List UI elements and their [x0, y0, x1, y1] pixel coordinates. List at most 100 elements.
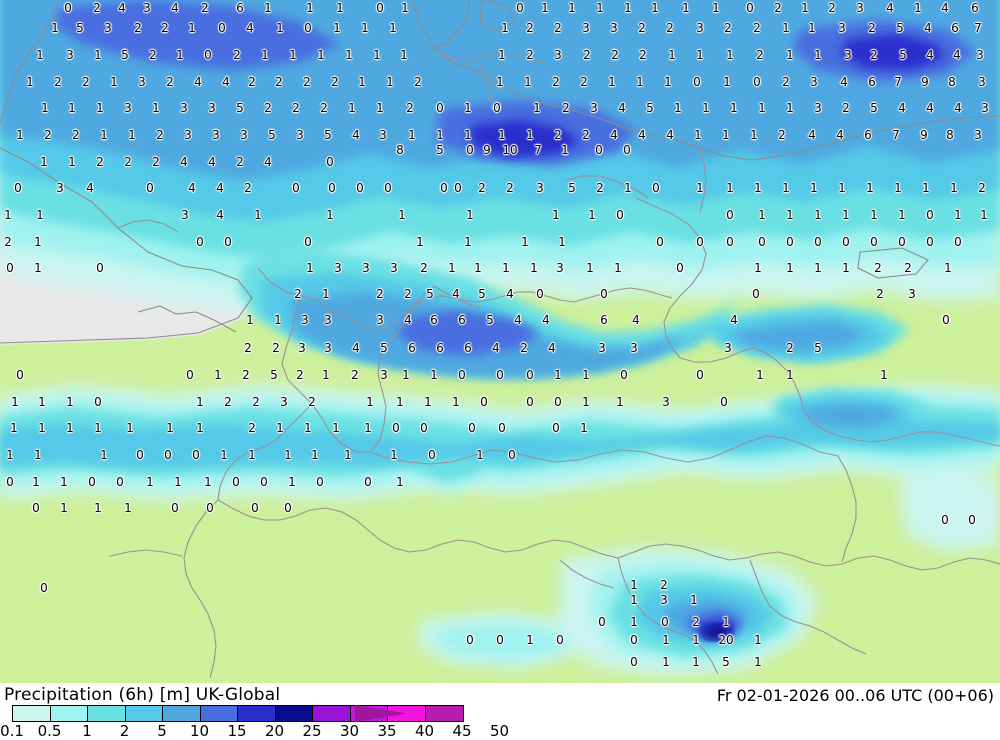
precip-value-label: 1 [196, 395, 204, 409]
precip-value-label: 2 [580, 75, 588, 89]
precip-value-label: 1 [801, 1, 809, 15]
precip-value-label: 1 [692, 655, 700, 669]
precip-value-label: 0 [251, 501, 259, 515]
colorbar-swatch-5[interactable] [200, 706, 238, 721]
precip-value-label: 2 [4, 235, 12, 249]
colorbar-swatch-6[interactable] [238, 706, 276, 721]
precip-value-label: 4 [171, 1, 179, 15]
precip-value-label: 5 [478, 287, 486, 301]
precip-value-label: 4 [618, 101, 626, 115]
precip-value-label: 1 [94, 501, 102, 515]
precip-value-label: 3 [582, 21, 590, 35]
precip-value-label: 4 [898, 101, 906, 115]
forecast-timestamp: Fr 02-01-2026 00..06 UTC (00+06) [716, 686, 994, 705]
precip-value-label: 1 [662, 633, 670, 647]
precip-value-label: 9 [920, 128, 928, 142]
precip-value-label: 1 [317, 48, 325, 62]
precip-value-label: 1 [348, 101, 356, 115]
precip-value-label: 0 [171, 501, 179, 515]
colorbar-tick-2: 2 [119, 722, 130, 740]
precip-value-label: 1 [880, 368, 888, 382]
precip-value-label: 4 [730, 313, 738, 327]
precip-value-label: 5 [814, 341, 822, 355]
precip-value-label: 5 [268, 128, 276, 142]
precip-value-label: 0 [600, 287, 608, 301]
colorbar-tick-30: 30 [339, 722, 360, 740]
precip-value-label: 2 [351, 368, 359, 382]
precip-value-label: 6 [864, 128, 872, 142]
precip-value-label: 1 [558, 235, 566, 249]
precip-value-label: 2 [166, 75, 174, 89]
colorbar-swatch-11[interactable] [425, 706, 463, 721]
precip-value-label: 1 [786, 208, 794, 222]
precip-value-label: 5 [380, 341, 388, 355]
precip-value-label: 2 [376, 287, 384, 301]
precip-value-label: 6 [430, 313, 438, 327]
precip-value-label: 1 [311, 448, 319, 462]
precip-value-label: 0 [14, 181, 22, 195]
precip-value-label: 1 [690, 593, 698, 607]
colorbar-swatch-8[interactable] [313, 706, 351, 721]
precip-value-label: 0 [316, 475, 324, 489]
precip-value-label: 2 [782, 75, 790, 89]
precip-value-label: 1 [596, 1, 604, 15]
colorbar-swatches[interactable] [12, 705, 464, 722]
precip-value-label: 2 [414, 75, 422, 89]
precip-value-label: 0 [392, 421, 400, 435]
precip-value-label: 2 [44, 128, 52, 142]
precip-value-label: 1 [254, 208, 262, 222]
precip-value-label: 2 [82, 75, 90, 89]
colorbar-swatch-3[interactable] [125, 706, 163, 721]
precip-value-label: 1 [36, 48, 44, 62]
colorbar-tick-15: 15 [227, 722, 247, 740]
precip-value-label: 0 [968, 513, 976, 527]
precip-value-label: 1 [502, 261, 510, 275]
precip-value-label: 0 [204, 48, 212, 62]
precip-value-label: 2 [554, 21, 562, 35]
precip-value-label: 0 [598, 615, 606, 629]
precip-value-label: 0 [696, 235, 704, 249]
precip-value-label: 2 [292, 101, 300, 115]
precip-value-label: 6 [868, 75, 876, 89]
precip-value-label: 5 [236, 101, 244, 115]
precip-value-label: 8 [396, 143, 404, 157]
colorbar-legend[interactable]: 0.1 0.5 1 2 5 10 15 20 25 30 35 40 45 50 [0, 705, 560, 740]
precip-value-label: 1 [274, 313, 282, 327]
colorbar-swatch-7[interactable] [275, 706, 313, 721]
precip-value-label: 3 [814, 101, 822, 115]
precip-value-label: 3 [66, 48, 74, 62]
precip-value-label: 0 [94, 395, 102, 409]
precip-value-label: 5 [870, 101, 878, 115]
precip-value-label: 1 [582, 395, 590, 409]
colorbar-swatch-1[interactable] [50, 706, 88, 721]
precip-value-label: 1 [754, 181, 762, 195]
colorbar-swatch-0[interactable] [13, 706, 51, 721]
precip-value-label: 6 [600, 313, 608, 327]
precip-value-label: 1 [41, 101, 49, 115]
precip-value-label: 3 [976, 48, 984, 62]
precip-value-label: 1 [842, 208, 850, 222]
precip-value-label: 1 [682, 1, 690, 15]
precip-value-label: 1 [34, 235, 42, 249]
precip-value-label: 1 [496, 75, 504, 89]
precip-value-label: 4 [926, 48, 934, 62]
precip-value-label: 0 [752, 287, 760, 301]
precip-value-label: 1 [662, 655, 670, 669]
precip-value-label: 1 [501, 21, 509, 35]
precip-value-label: 0 [384, 181, 392, 195]
precip-value-label: 3 [124, 101, 132, 115]
precip-value-label: 5 [899, 48, 907, 62]
precip-value-label: 7 [974, 21, 982, 35]
precip-value-label: 1 [894, 181, 902, 195]
colorbar-swatch-2[interactable] [88, 706, 126, 721]
precip-value-label: 1 [786, 101, 794, 115]
precip-value-label: 0 [758, 235, 766, 249]
footer-bar: Precipitation (6h) [m] UK-Global Fr 02-0… [0, 683, 1000, 740]
precip-value-label: 1 [694, 128, 702, 142]
precip-value-label: 0 [436, 101, 444, 115]
precip-value-label: 2 [526, 48, 534, 62]
colorbar-swatch-4[interactable] [163, 706, 201, 721]
precip-value-label: 1 [10, 421, 18, 435]
precip-value-label: 3 [390, 261, 398, 275]
